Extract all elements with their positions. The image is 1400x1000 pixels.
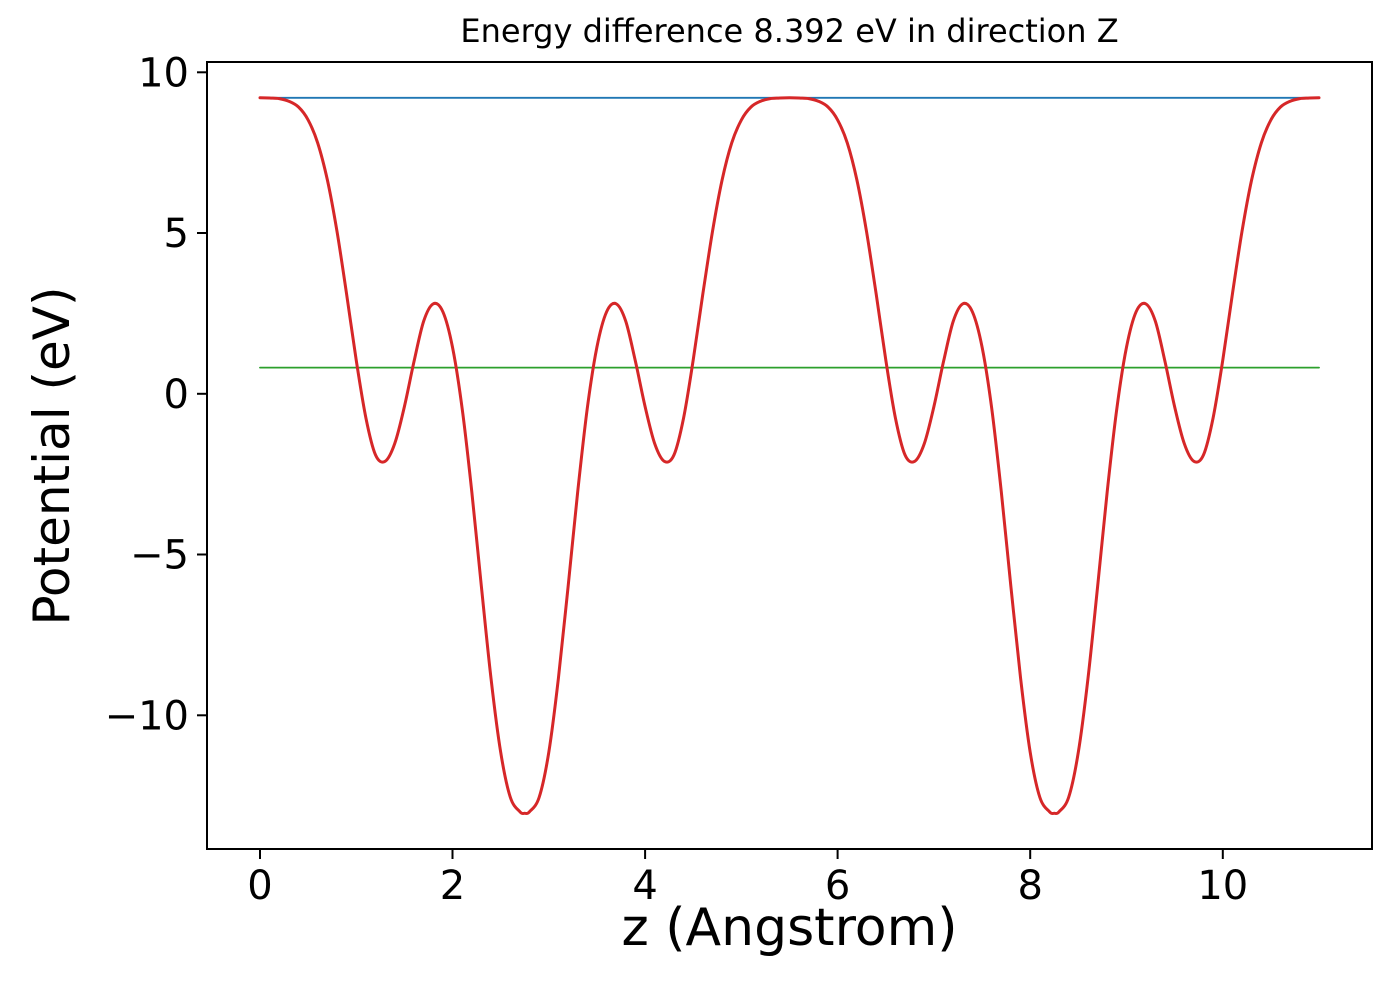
chart-title: Energy difference 8.392 eV in direction …	[460, 12, 1119, 50]
y-tick-label: −5	[130, 533, 189, 579]
axes-spines	[206, 61, 1373, 850]
y-tick-label: 5	[164, 211, 189, 257]
y-tick-label: 10	[138, 50, 189, 96]
x-tick-label: 10	[1197, 863, 1248, 909]
y-axis-label: Potential (eV)	[23, 286, 81, 626]
planar-averaged-potential-line	[258, 96, 1321, 816]
x-tick-label: 2	[440, 863, 465, 909]
x-tick-label: 0	[247, 863, 272, 909]
x-tick-label: 4	[632, 863, 657, 909]
y-tick-label: 0	[164, 372, 189, 418]
x-tick-label: 8	[1017, 863, 1042, 909]
x-tick-label: 6	[825, 863, 850, 909]
x-axis-label: z (Angstrom)	[621, 898, 958, 958]
y-tick-label: −10	[105, 693, 189, 739]
